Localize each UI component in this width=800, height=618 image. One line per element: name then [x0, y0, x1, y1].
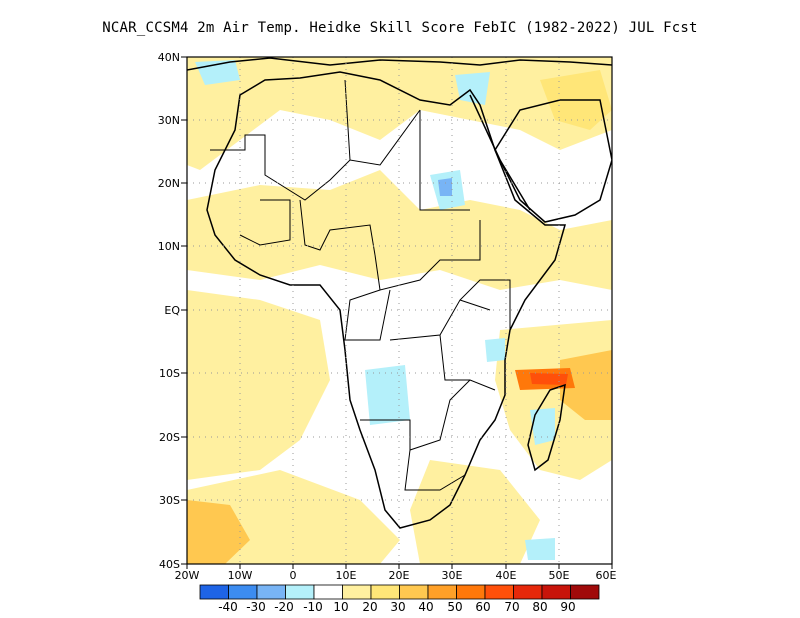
colorbar-label: 90: [560, 600, 575, 614]
africa-coastline: [206, 71, 566, 529]
lon-label: 10W: [228, 569, 253, 582]
red-sea: [469, 94, 531, 211]
shade-blue-madagascar: [530, 408, 555, 445]
colorbar-swatch: [313, 584, 343, 600]
colorbar-swatch: [228, 584, 258, 600]
lon-label: 30E: [442, 569, 463, 582]
lat-label: 40S: [159, 558, 180, 571]
lon-label: 50E: [549, 569, 570, 582]
colorbar-swatch: [342, 584, 372, 600]
colorbar-swatch: [199, 584, 229, 600]
colorbar-swatch: [570, 584, 600, 600]
colorbar-swatch: [256, 584, 286, 600]
colorbar-label: -20: [274, 600, 294, 614]
arabia-coastline: [494, 99, 612, 223]
colorbar-swatch: [427, 584, 457, 600]
shade-blue-mid: [485, 338, 505, 362]
shade-hotspot-core: [530, 373, 568, 385]
shade-madagascar-east: [560, 350, 612, 420]
colorbar-swatch: [399, 584, 429, 600]
colorbar-label: 70: [504, 600, 519, 614]
colorbar: [199, 584, 600, 600]
lon-label: 20E: [389, 569, 410, 582]
grid-lines: [187, 57, 612, 564]
shade-blue-angola: [365, 365, 410, 425]
shade-blue-ne: [455, 72, 490, 105]
lon-label: 0: [290, 569, 297, 582]
colorbar-label: 10: [333, 600, 348, 614]
madagascar-coastline: [527, 383, 566, 472]
lat-label: 10N: [158, 240, 180, 253]
colorbar-swatch: [484, 584, 514, 600]
lon-label: 20W: [175, 569, 200, 582]
lon-labels: 20W 10W 0 10E 20E 30E 40E 50E 60E: [175, 569, 617, 582]
colorbar-label: -30: [246, 600, 266, 614]
colorbar-label: 30: [390, 600, 405, 614]
colorbar-label: 50: [447, 600, 462, 614]
lat-label: 40N: [158, 51, 180, 64]
colorbar-label: 40: [418, 600, 433, 614]
lat-label: 20N: [158, 177, 180, 190]
shade-southeast: [410, 460, 540, 564]
colorbar-swatch: [370, 584, 400, 600]
lat-label: 30S: [159, 494, 180, 507]
colorbar-label: 20: [362, 600, 377, 614]
colorbar-swatch: [285, 584, 315, 600]
lon-label: 40E: [496, 569, 517, 582]
lon-label: 60E: [596, 569, 617, 582]
shade-sahel: [187, 170, 612, 290]
shade-blue-south: [525, 538, 555, 560]
lat-label: EQ: [164, 304, 180, 317]
lat-labels: 40N 30N 20N 10N EQ 10S 20S 30S 40S: [158, 51, 181, 571]
lon-label: 10E: [336, 569, 357, 582]
colorbar-labels: -40 -30 -20 -10 10 20 30 40 50 60 70 80 …: [218, 600, 575, 614]
shade-sw-corner: [187, 500, 250, 564]
shade-north-africa: [187, 57, 612, 170]
shade-atlantic: [187, 290, 330, 480]
colorbar-label: 60: [475, 600, 490, 614]
shade-blue-dark: [438, 178, 452, 196]
lat-label: 10S: [159, 367, 180, 380]
tick-marks: [181, 56, 613, 569]
chart-title: NCAR_CCSM4 2m Air Temp. Heidke Skill Sco…: [102, 20, 698, 36]
colorbar-swatch: [541, 584, 571, 600]
colorbar-label: -40: [218, 600, 238, 614]
lat-label: 30N: [158, 114, 180, 127]
coastlines: [187, 57, 612, 529]
country-borders: [210, 79, 511, 491]
colorbar-label: 80: [532, 600, 547, 614]
europe-coastline: [187, 57, 612, 71]
colorbar-swatch: [456, 584, 486, 600]
colorbar-label: -10: [303, 600, 323, 614]
skill-shading: [187, 57, 612, 564]
colorbar-swatch: [513, 584, 543, 600]
lat-label: 20S: [159, 431, 180, 444]
